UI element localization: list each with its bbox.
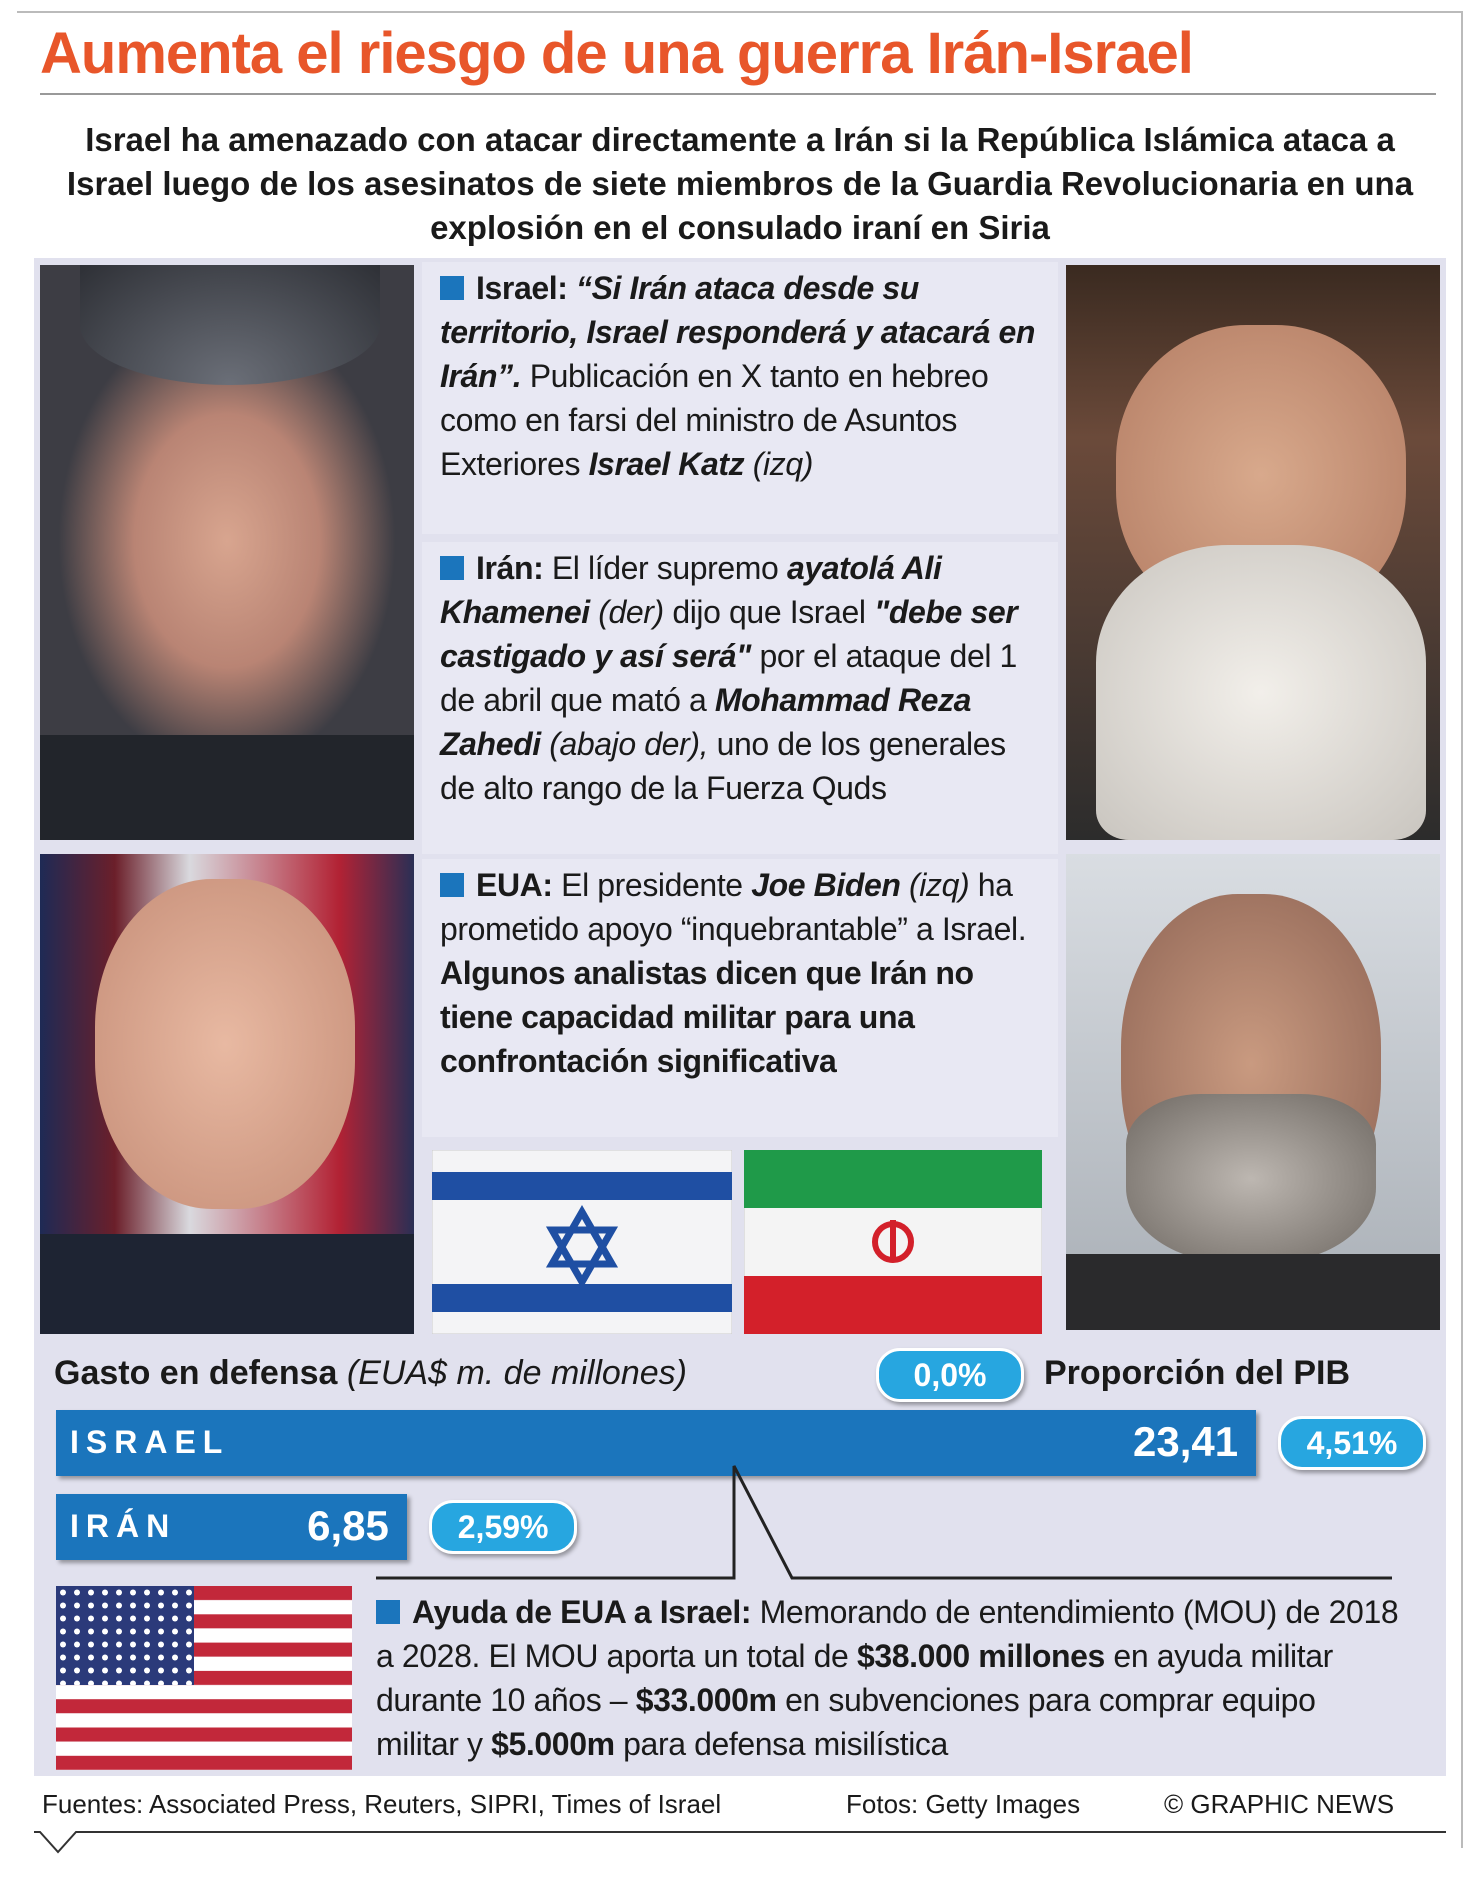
bar-category: IRÁN bbox=[70, 1508, 177, 1544]
quote: "debe ser castigado y así será" bbox=[440, 594, 1018, 674]
text: (der) bbox=[598, 594, 664, 630]
panel-iran: Irán: El líder supremo ayatolá Ali Khame… bbox=[422, 542, 1058, 854]
text: Memorando de entendimiento (MOU) de 2018… bbox=[376, 1594, 1399, 1674]
bar-value: 23,41 bbox=[1133, 1418, 1239, 1465]
text: Algunos analistas dicen que Irán no tien… bbox=[440, 955, 974, 1079]
text: ha prometido apoyo “inquebrantable” a Is… bbox=[440, 867, 1027, 947]
flag-israel bbox=[432, 1150, 732, 1334]
photo-credit: Fotos: Getty Images bbox=[846, 1789, 1081, 1819]
photo-khamenei bbox=[1066, 265, 1440, 840]
photo-katz bbox=[40, 265, 414, 840]
share-pill: 4,51% bbox=[1278, 1416, 1426, 1470]
flag-usa bbox=[56, 1586, 352, 1770]
legend-pill: 0,0% bbox=[876, 1348, 1024, 1402]
share-pill: 2,59% bbox=[429, 1500, 578, 1554]
text: $38.000 millones bbox=[856, 1638, 1105, 1674]
text: $33.000m bbox=[635, 1682, 777, 1718]
photo-zahedi bbox=[1066, 854, 1440, 1330]
text: Joe Biden bbox=[751, 867, 901, 903]
chart-title: Gasto en defensa bbox=[54, 1354, 338, 1392]
text: $5.000m bbox=[491, 1726, 615, 1762]
sources: Fuentes: Associated Press, Reuters, SIPR… bbox=[42, 1789, 722, 1819]
text: El líder supremo bbox=[551, 550, 779, 586]
panel-label: EUA: bbox=[476, 867, 553, 903]
text: (izq) bbox=[752, 446, 814, 482]
quote: “Si Irán ataca desde su territorio, Isra… bbox=[440, 270, 1036, 394]
aid-text: Ayuda de EUA a Israel: Memorando de ente… bbox=[376, 1590, 1406, 1766]
aid-label: Ayuda de EUA a Israel: bbox=[412, 1594, 752, 1630]
subtitle: Israel ha amenazado con atacar directame… bbox=[66, 121, 1414, 246]
text: Publicación en X tanto en hebreo como en… bbox=[440, 358, 989, 482]
chart-subtitle: (EUA$ m. de millones) bbox=[346, 1354, 687, 1392]
panel-label: Irán: bbox=[476, 550, 544, 586]
text: (izq) bbox=[909, 867, 970, 903]
panel-eua: EUA: El presidente Joe Biden (izq) ha pr… bbox=[422, 859, 1058, 1137]
bar bbox=[56, 1494, 408, 1560]
text: dijo que Israel bbox=[672, 594, 866, 630]
text: en subvenciones para comprar equipo mili… bbox=[376, 1682, 1316, 1762]
share-title: Proporción del PIB bbox=[1044, 1354, 1351, 1392]
panel-israel: Israel: “Si Irán ataca desde su territor… bbox=[422, 262, 1058, 534]
text: en ayuda militar durante 10 años – bbox=[376, 1638, 1333, 1718]
chart-heading: Gasto en defensa (EUA$ m. de millones) bbox=[54, 1354, 687, 1393]
text: ayatolá Ali Khamenei bbox=[440, 550, 942, 630]
bar bbox=[56, 1410, 1256, 1476]
flag-iran bbox=[744, 1150, 1042, 1334]
title: Aumenta el riesgo de una guerra Irán-Isr… bbox=[40, 21, 1194, 86]
text: uno de los generales de alto rango de la… bbox=[440, 726, 1006, 806]
text: El presidente bbox=[561, 867, 743, 903]
panel-label: Israel: bbox=[476, 270, 568, 306]
text: (abajo der), bbox=[549, 726, 709, 762]
credit: © GRAPHIC NEWS bbox=[1164, 1789, 1395, 1819]
text: Israel Katz bbox=[588, 446, 745, 482]
text: por el ataque del 1 de abril que mató a bbox=[440, 638, 1017, 718]
text: Mohammad Reza Zahedi bbox=[440, 682, 972, 762]
bar-category: ISRAEL bbox=[70, 1424, 230, 1460]
text: para defensa misilística bbox=[623, 1726, 948, 1762]
rule bbox=[40, 93, 1436, 95]
photo-biden bbox=[40, 854, 414, 1334]
bar-value: 6,85 bbox=[307, 1502, 389, 1549]
